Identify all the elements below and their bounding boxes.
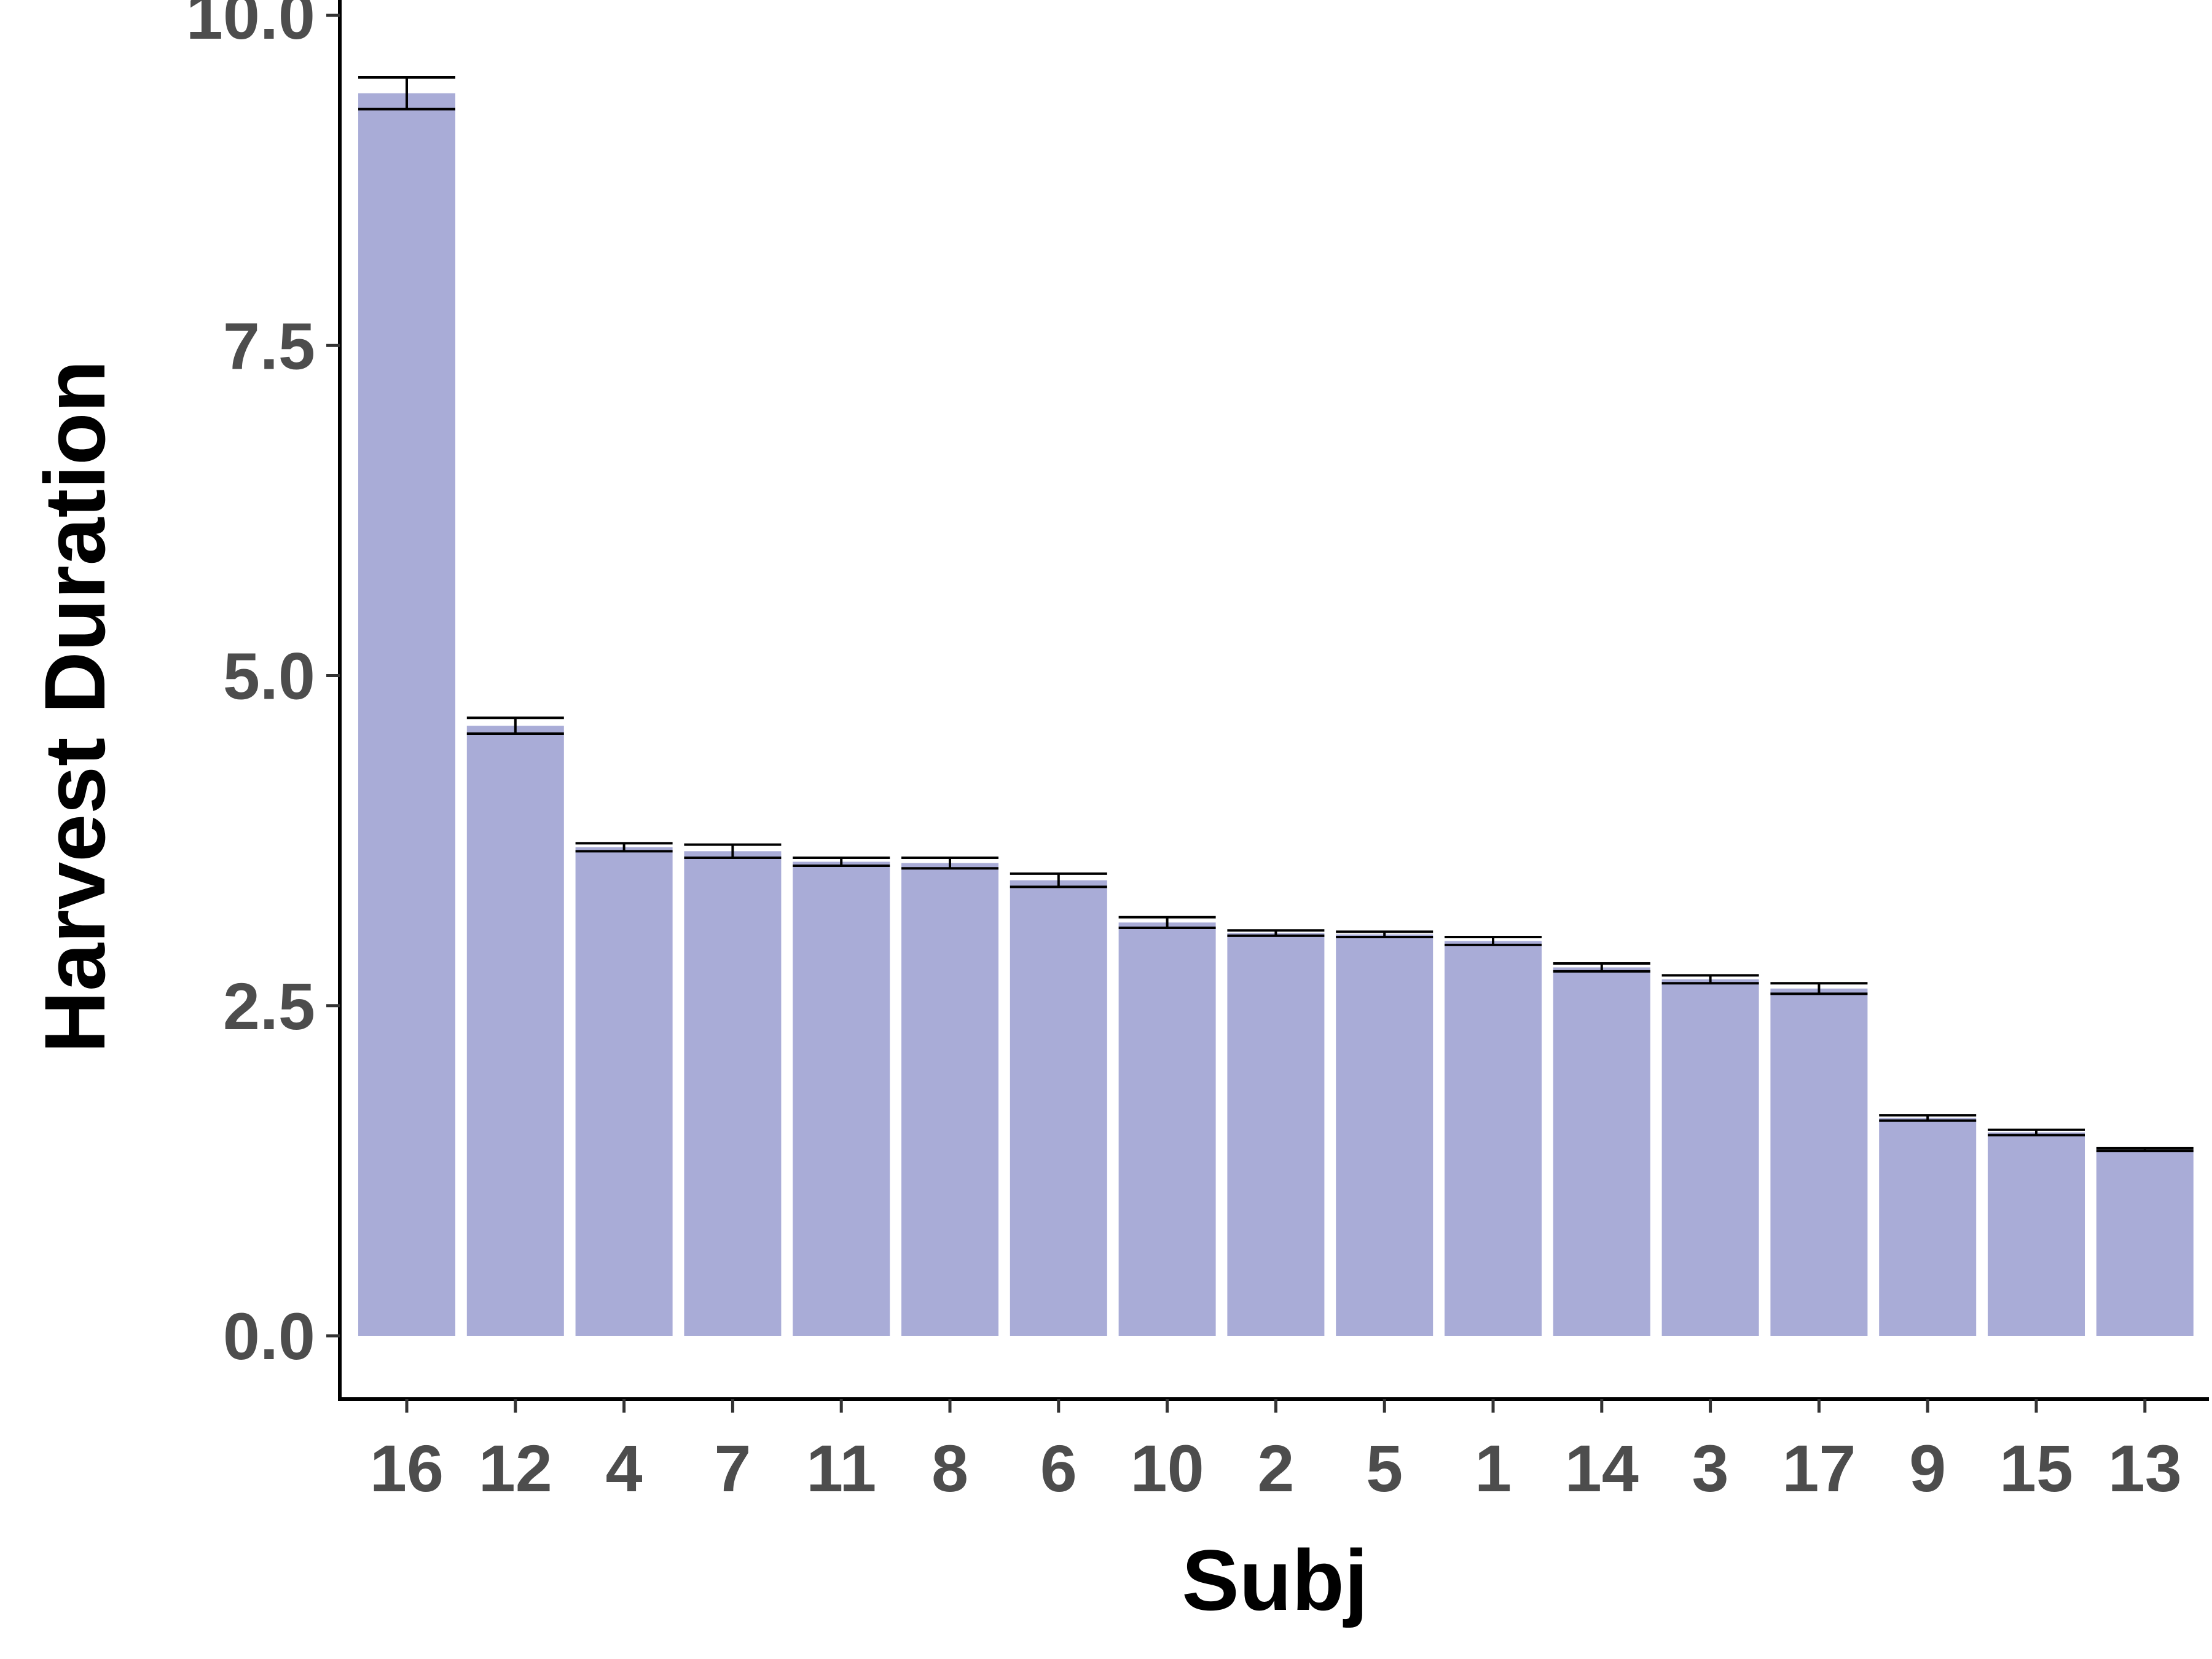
bar-subj-3 (1661, 979, 1759, 1336)
x-tick-label-12: 12 (479, 1431, 552, 1505)
bar-subj-13 (2096, 1149, 2194, 1336)
bar-subj-11 (793, 861, 890, 1336)
error-bars-layer (358, 76, 2194, 1153)
bars-layer (358, 93, 2194, 1336)
bar-subj-9 (1879, 1118, 1977, 1336)
bar-subj-14 (1553, 967, 1650, 1336)
x-tick-label-1: 1 (1475, 1431, 1512, 1505)
bar-subj-2 (1227, 933, 1325, 1336)
y-tick-label: 2.5 (223, 969, 315, 1043)
error-bar-subj-2 (1227, 929, 1325, 937)
error-bar-subj-3 (1661, 974, 1759, 985)
error-bar-subj-17 (1770, 982, 1868, 995)
x-tick-label-11: 11 (806, 1431, 876, 1505)
error-bar-subj-1 (1445, 936, 1542, 946)
error-bar-subj-12 (466, 716, 564, 735)
bar-subj-4 (575, 847, 673, 1336)
error-bar-subj-11 (793, 857, 890, 867)
x-tick-label-13: 13 (2108, 1431, 2182, 1505)
bar-subj-12 (466, 726, 564, 1336)
error-bar-subj-9 (1879, 1114, 1977, 1122)
bar-subj-5 (1336, 934, 1433, 1336)
error-bar-subj-5 (1336, 930, 1433, 939)
bar-subj-7 (684, 851, 782, 1336)
x-tick-label-4: 4 (606, 1431, 643, 1505)
x-tick-label-5: 5 (1366, 1431, 1403, 1505)
x-tick-label-3: 3 (1692, 1431, 1729, 1505)
y-tick-label: 0.0 (223, 1299, 315, 1373)
x-tick-label-8: 8 (931, 1431, 968, 1505)
error-bar-subj-13 (2096, 1147, 2194, 1153)
x-tick-label-15: 15 (1999, 1431, 2073, 1505)
error-bar-subj-7 (684, 843, 782, 860)
x-tick-label-2: 2 (1257, 1431, 1294, 1505)
error-bar-subj-8 (901, 857, 998, 870)
error-bar-subj-14 (1553, 962, 1650, 973)
bar-subj-8 (901, 863, 998, 1336)
y-tick-label: 7.5 (223, 308, 315, 383)
x-axis-title: Subj (1182, 1532, 1368, 1628)
error-bar-subj-15 (1988, 1128, 2085, 1137)
x-tick-label-6: 6 (1040, 1431, 1077, 1505)
error-bar-subj-16 (358, 76, 455, 111)
x-tick-label-17: 17 (1782, 1431, 1856, 1505)
x-tick-label-16: 16 (370, 1431, 444, 1505)
error-bar-subj-10 (1118, 916, 1216, 929)
x-tick-label-10: 10 (1131, 1431, 1204, 1505)
x-tick-label-7: 7 (714, 1431, 751, 1505)
bar-subj-10 (1118, 922, 1216, 1336)
y-tick-label: 5.0 (223, 639, 315, 713)
y-axis-ticks: 0.0 2.5 5.0 7.5 10.0 (186, 0, 340, 1373)
bar-subj-16 (358, 93, 455, 1336)
bar-subj-15 (1988, 1132, 2085, 1336)
error-bar-subj-4 (575, 842, 673, 853)
y-axis-title: Harvest Duration (26, 360, 123, 1053)
x-axis-ticks: 16 12 4 7 11 8 6 10 2 5 1 14 3 17 9 15 13 (370, 1399, 2182, 1505)
bar-subj-1 (1445, 941, 1542, 1336)
bar-subj-6 (1010, 880, 1107, 1336)
y-tick-label: 10.0 (186, 0, 315, 53)
x-tick-label-9: 9 (1909, 1431, 1946, 1505)
x-tick-label-14: 14 (1565, 1431, 1639, 1505)
error-bar-subj-6 (1010, 872, 1107, 888)
bar-subj-17 (1770, 988, 1868, 1336)
